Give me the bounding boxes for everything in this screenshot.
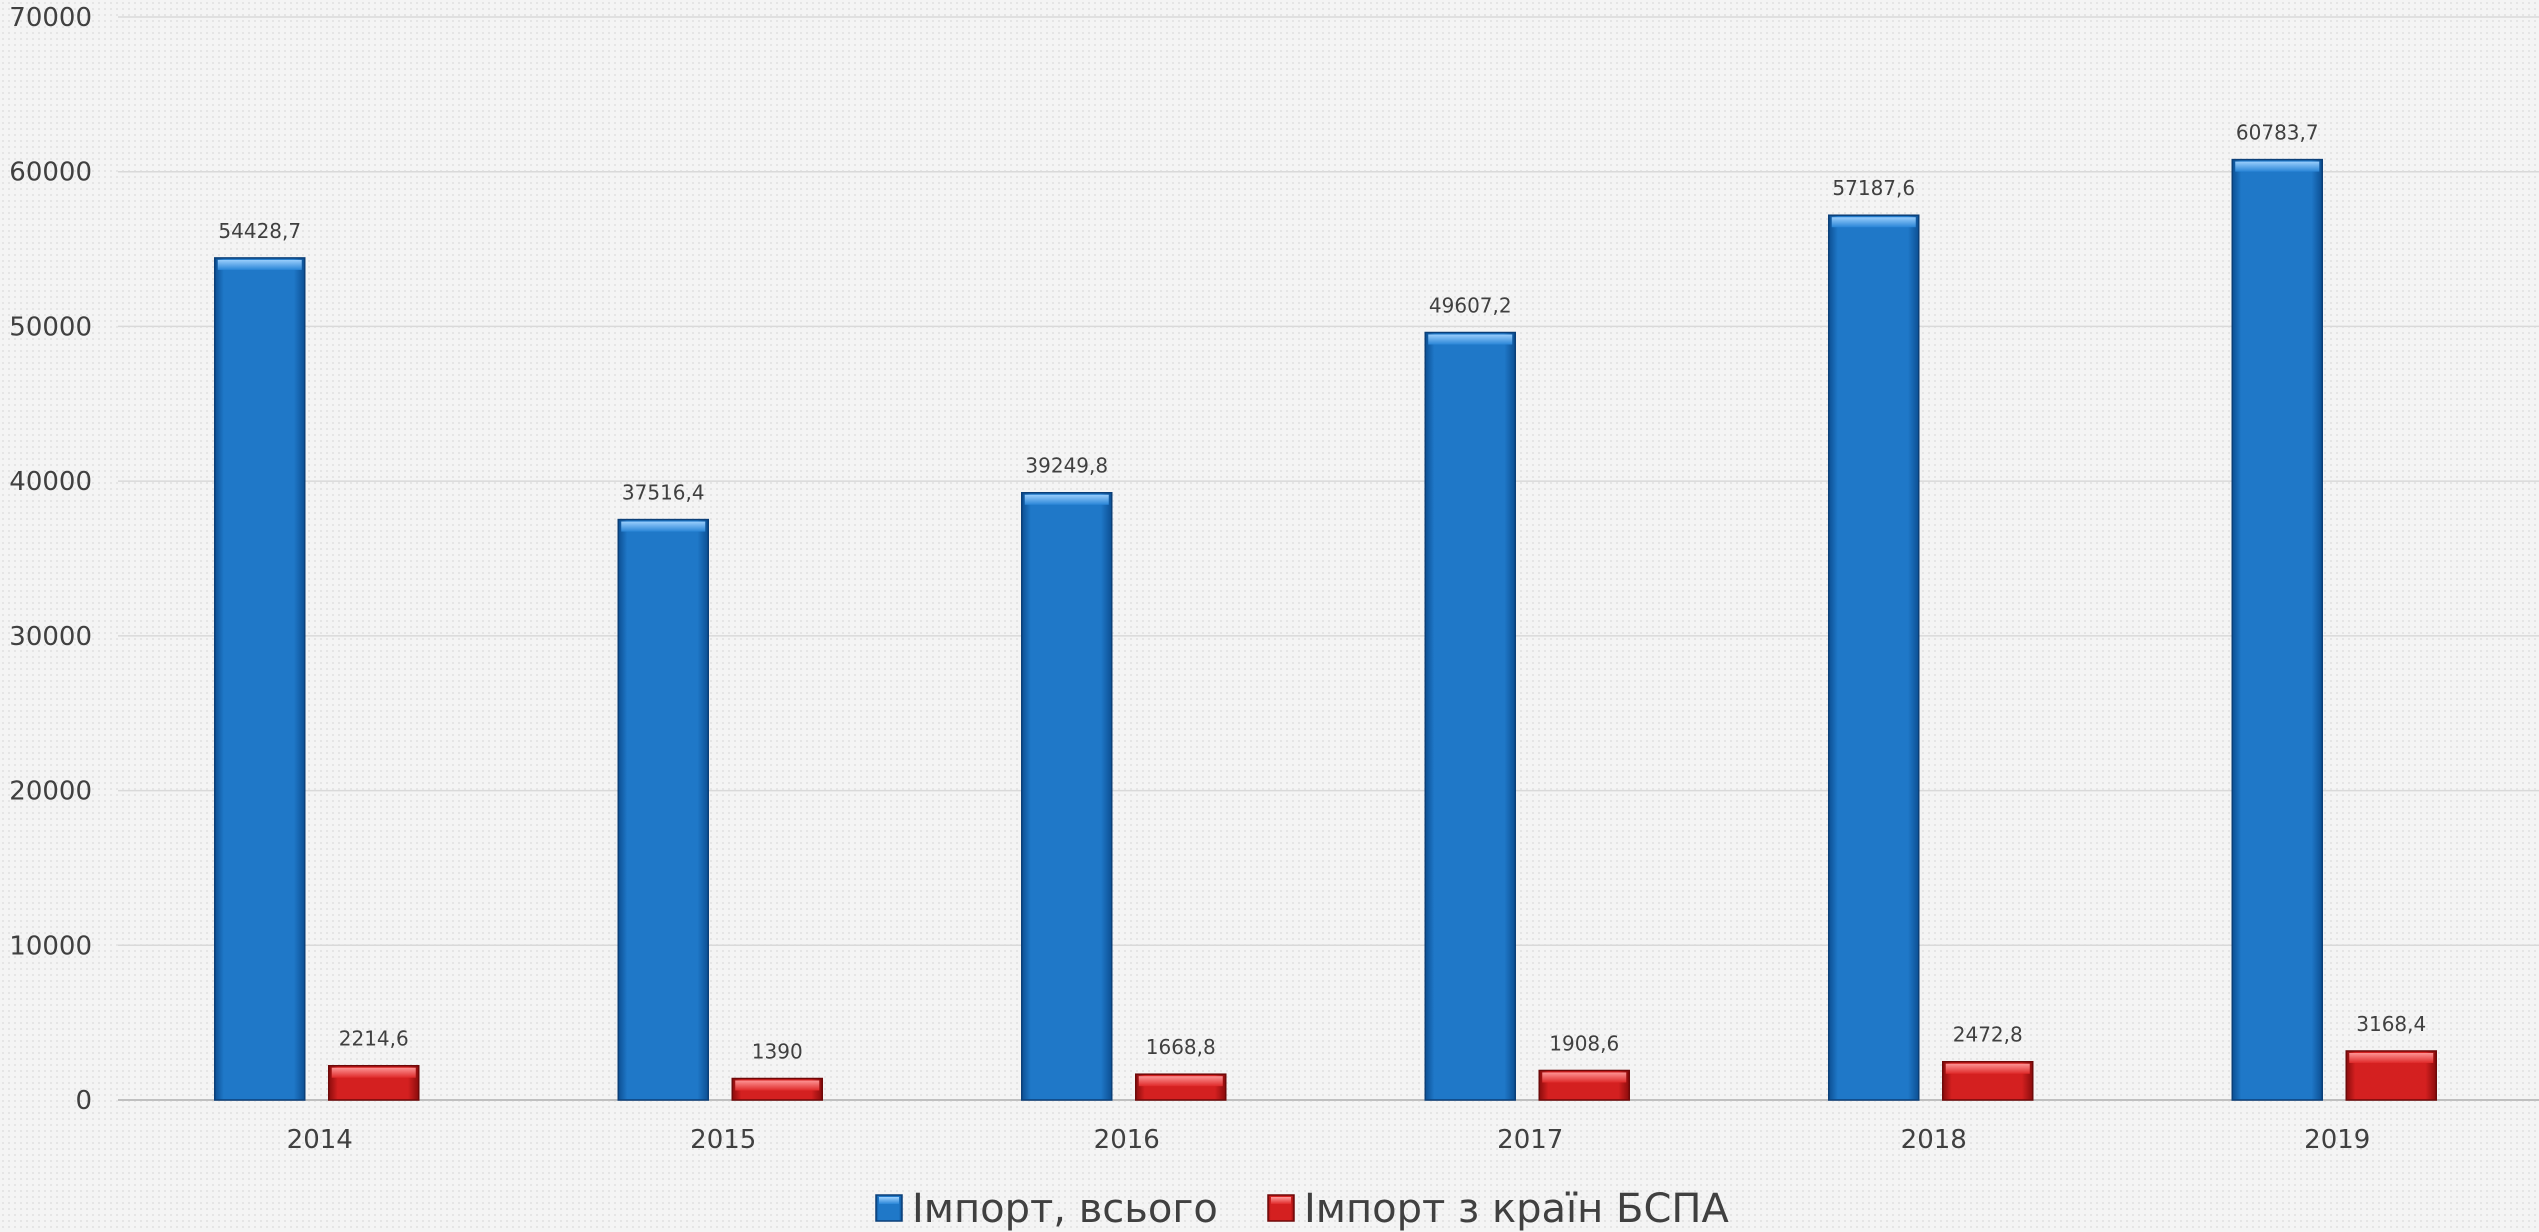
y-tick-label: 10000 xyxy=(9,931,92,961)
y-tick-label: 60000 xyxy=(9,158,92,188)
bar-total-import xyxy=(1424,331,1516,1101)
bar-highlight xyxy=(2349,1052,2434,1063)
data-label: 37516,4 xyxy=(622,481,705,505)
y-tick-label: 70000 xyxy=(9,3,92,33)
data-label: 54428,7 xyxy=(218,219,301,243)
data-label: 57187,6 xyxy=(1832,176,1915,200)
y-axis: 0 10000 20000 30000 40000 50000 60000 70000 xyxy=(9,3,92,1116)
data-label: 2214,6 xyxy=(339,1027,409,1051)
y-tick-label: 50000 xyxy=(9,312,92,342)
bar-highlight xyxy=(217,259,302,270)
y-tick-label: 0 xyxy=(75,1086,92,1116)
bar-total-import xyxy=(2231,158,2323,1101)
x-tick-label: 2019 xyxy=(2304,1125,2370,1155)
data-label: 1908,6 xyxy=(1549,1031,1619,1055)
data-label: 3168,4 xyxy=(2356,1012,2426,1036)
x-axis: 2014 2015 2016 2017 2018 2019 xyxy=(287,1125,2371,1155)
x-tick-label: 2015 xyxy=(690,1125,756,1155)
y-tick-label: 30000 xyxy=(9,622,92,652)
bar-highlight xyxy=(1428,334,1513,345)
x-tick-label: 2014 xyxy=(287,1125,353,1155)
bar-highlight xyxy=(1138,1076,1223,1087)
bar-highlight xyxy=(1542,1072,1627,1083)
bar-highlight xyxy=(1831,217,1916,228)
bars: 54428,7 2214,6 37516,4 1390 39249,8 1668,8 496… xyxy=(214,121,2437,1101)
bar-total-import xyxy=(1828,214,1920,1101)
legend-swatch-highlight xyxy=(1271,1197,1291,1204)
bar-highlight xyxy=(2235,161,2320,172)
bar-highlight xyxy=(735,1080,820,1091)
y-tick-label: 40000 xyxy=(9,467,92,497)
legend-label: Імпорт, всього xyxy=(912,1186,1218,1232)
bar-highlight xyxy=(621,521,706,532)
y-tick-label: 20000 xyxy=(9,777,92,807)
data-label: 1390 xyxy=(752,1039,803,1063)
bar-total-import xyxy=(1021,491,1113,1101)
bar-highlight xyxy=(1024,494,1109,505)
x-tick-label: 2017 xyxy=(1497,1125,1563,1155)
bar-total-import xyxy=(214,257,306,1101)
data-label: 49607,2 xyxy=(1429,294,1512,318)
data-label: 1668,8 xyxy=(1146,1035,1216,1059)
x-tick-label: 2016 xyxy=(1094,1125,1160,1155)
legend: Імпорт, всього Імпорт з країн БСПА xyxy=(875,1186,1729,1232)
data-label: 39249,8 xyxy=(1025,454,1108,478)
data-label: 2472,8 xyxy=(1953,1023,2023,1047)
legend-swatch-highlight xyxy=(879,1197,899,1204)
gridlines xyxy=(118,16,2539,1101)
data-label: 60783,7 xyxy=(2236,121,2319,145)
bar-highlight xyxy=(1945,1063,2030,1074)
bar-total-import xyxy=(617,518,709,1101)
bar-highlight xyxy=(331,1067,416,1078)
legend-label: Імпорт з країн БСПА xyxy=(1304,1186,1729,1232)
x-tick-label: 2018 xyxy=(1901,1125,1967,1155)
